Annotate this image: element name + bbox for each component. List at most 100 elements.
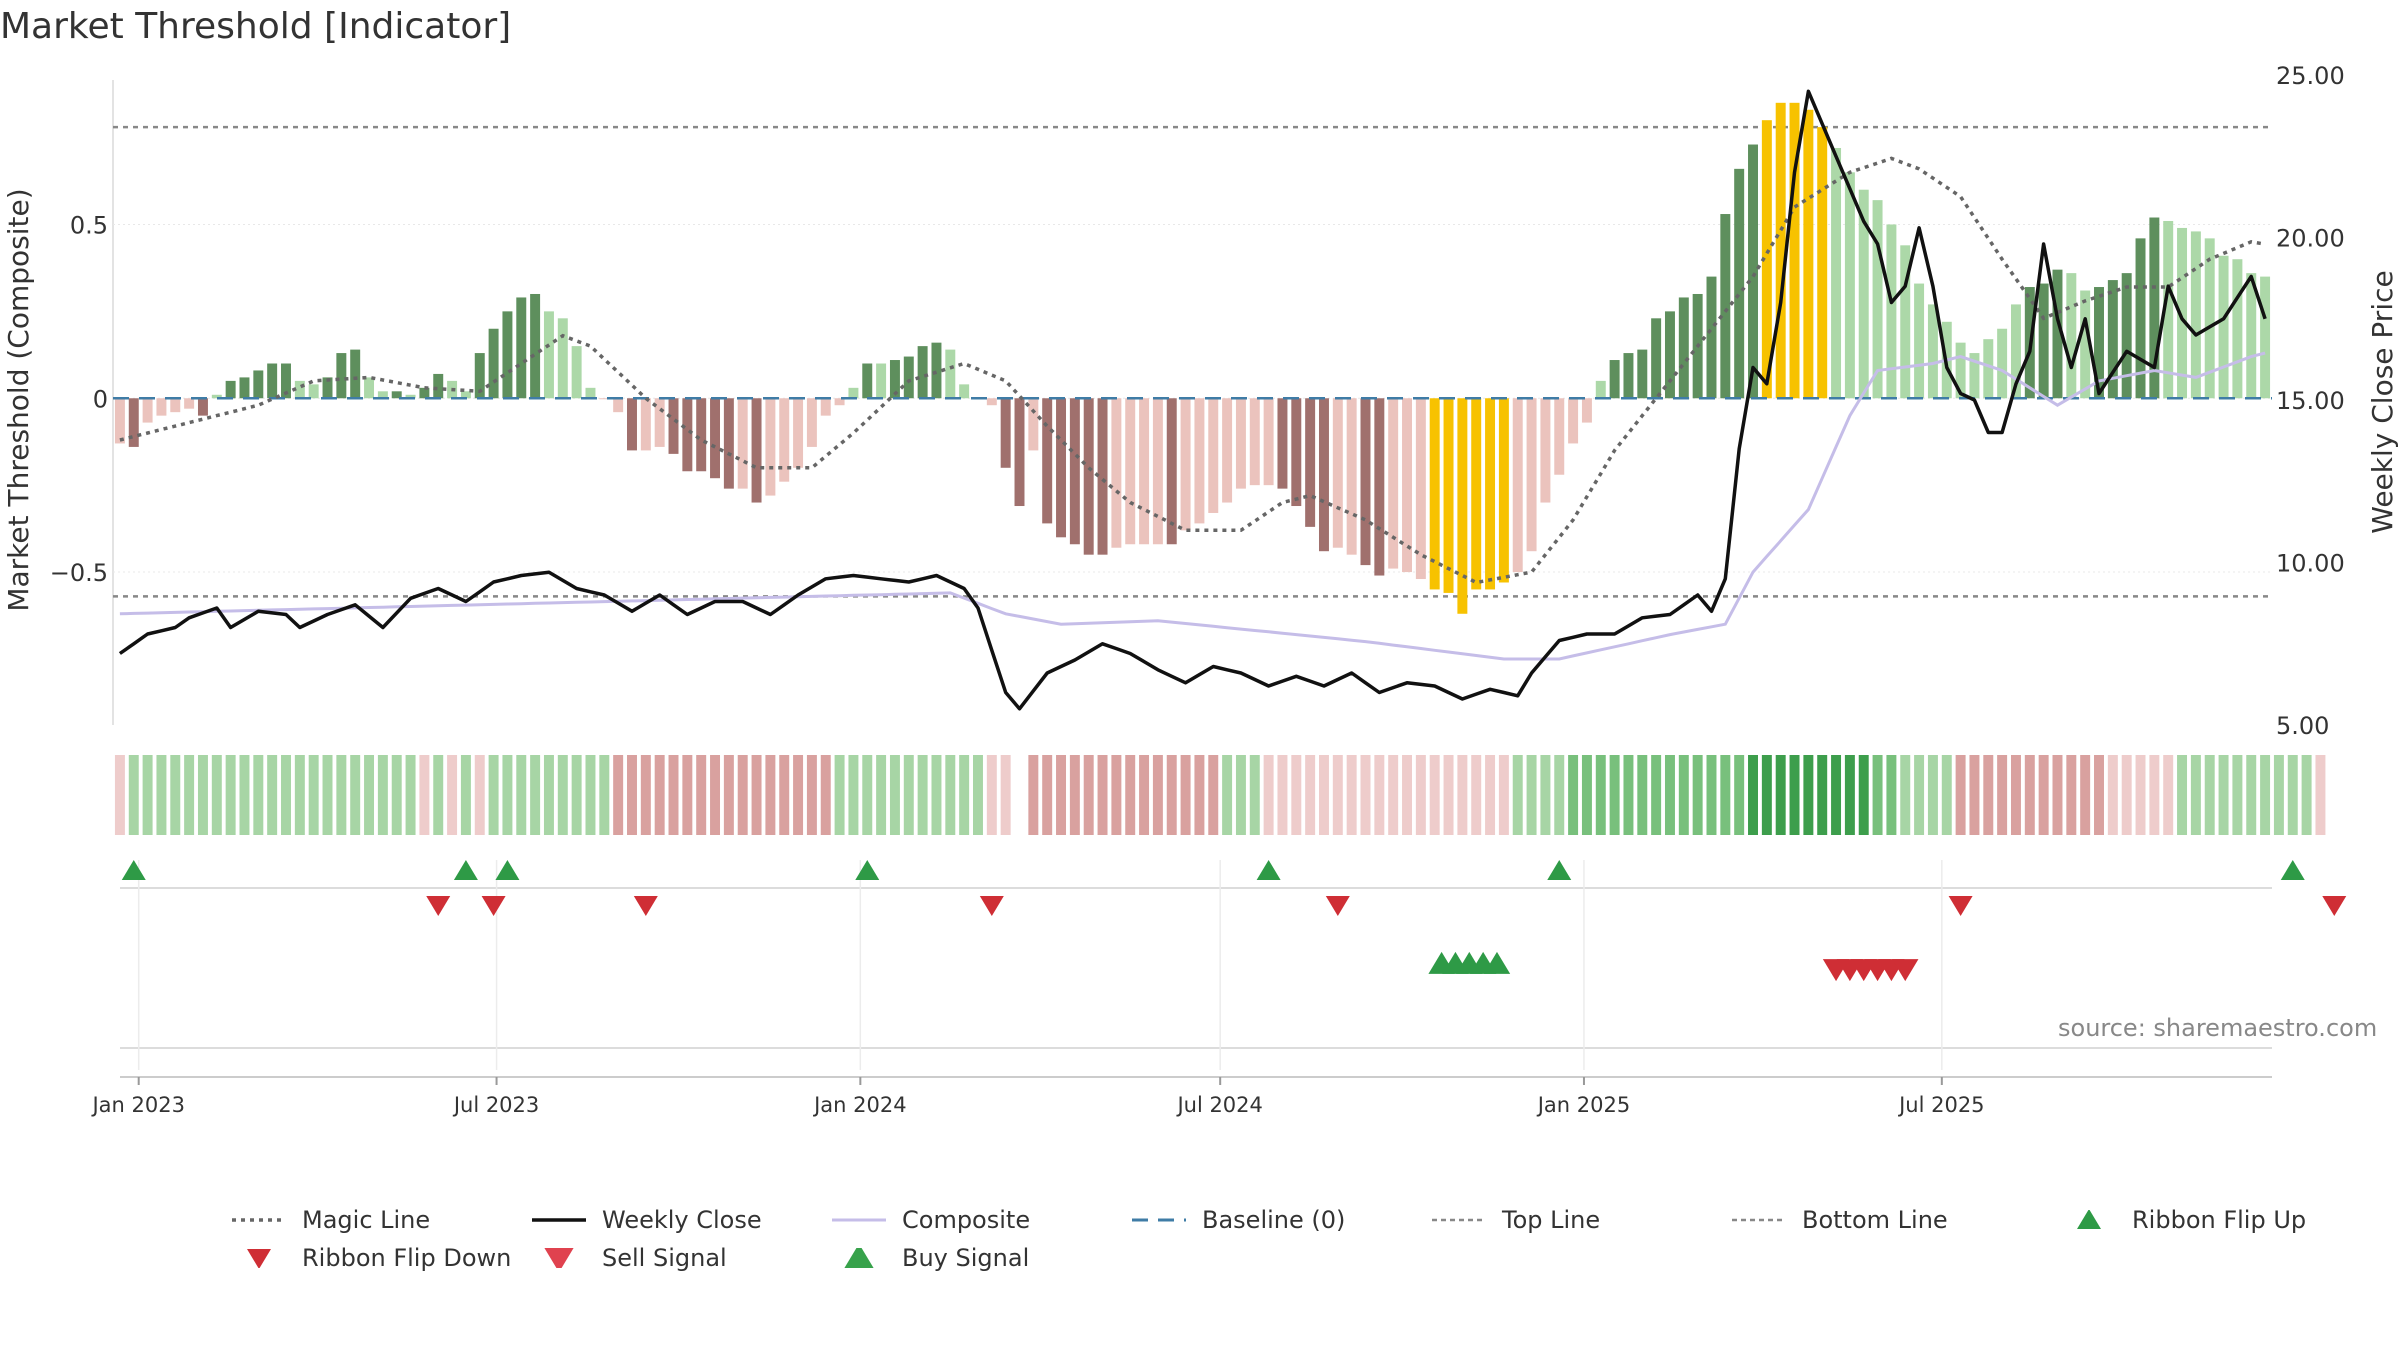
ribbon-cell (1402, 755, 1412, 835)
ribbon-cell (1983, 755, 1994, 835)
composite-bar (1983, 339, 1994, 399)
composite-bar (1457, 398, 1468, 614)
ribbon-cell (253, 755, 264, 835)
legend-label: Bottom Line (1802, 1206, 1948, 1234)
ribbon-cell (405, 755, 416, 835)
ribbon-cell (1263, 755, 1274, 835)
ribbon-cell (1249, 755, 1260, 835)
ribbon-cell (1997, 755, 2008, 835)
composite-bar (1069, 398, 1080, 545)
composite-bar (1139, 398, 1150, 545)
ribbon-cell (1914, 755, 1925, 835)
composite-bar (1042, 398, 1053, 524)
ribbon-cell (640, 755, 651, 835)
grid-layer (112, 80, 2272, 1078)
ribbon-cell (1761, 755, 1772, 835)
composite-bar (2010, 304, 2021, 399)
composite-bar (1443, 398, 1454, 593)
composite-bar (889, 360, 900, 399)
ribbon-cell (889, 755, 900, 835)
composite-bar (211, 394, 222, 399)
composite-bar (1609, 360, 1620, 399)
legend-item-close: Weekly Close (530, 1206, 762, 1234)
composite-bar (267, 363, 278, 399)
ribbon-cell (1568, 755, 1579, 835)
x-tick-label: Jul 2025 (1897, 1093, 1984, 1117)
ribbon-cell (917, 755, 928, 835)
composite-bar (197, 398, 208, 416)
ribbon-cell (225, 755, 236, 835)
composite-bar (710, 398, 721, 479)
composite-bar (751, 398, 762, 503)
composite-bar (959, 384, 970, 399)
composite-bar (1429, 398, 1440, 590)
composite-bar (170, 398, 181, 413)
ribbon-cell (1152, 755, 1163, 835)
ribbon-cell (281, 755, 291, 835)
ribbon-cell (2163, 755, 2174, 835)
ribbon-cell (1111, 755, 1122, 835)
composite-bar (682, 398, 693, 472)
ribbon-cell (793, 755, 804, 835)
ribbon-cell (460, 755, 471, 835)
ribbon-cell (543, 755, 554, 835)
ribbon-flip-up-marker (855, 860, 880, 880)
composite-bar (322, 377, 333, 399)
ribbon-cell (1305, 755, 1316, 835)
ribbon-cell (1651, 755, 1662, 835)
ribbon-cell (1125, 755, 1136, 835)
ribbon-cell (1291, 755, 1302, 835)
composite-bar (1208, 398, 1219, 513)
ribbon-cell (433, 755, 444, 835)
ribbon-cell (1277, 755, 1288, 835)
composite-bar (1997, 328, 2008, 399)
ribbon-cell (1346, 755, 1357, 835)
composite-bar (543, 311, 554, 399)
legend-swatch-composite-icon (832, 1218, 886, 1222)
ribbon-cell (986, 755, 997, 835)
legend-item-flip_up: Ribbon Flip Up (2060, 1206, 2306, 1234)
composite-bar (1388, 398, 1399, 569)
ribbon-cell (903, 755, 914, 835)
composite-bar (1526, 398, 1537, 552)
composite-bar (1152, 398, 1163, 545)
composite-bar (1180, 398, 1191, 531)
ribbon-cell (1014, 755, 1025, 835)
ribbon-cell (350, 755, 361, 835)
ribbon-flip-down-marker (481, 896, 506, 916)
legend-swatch-threshold-icon (1732, 1218, 1786, 1222)
composite-bar (2094, 287, 2104, 399)
legend-swatch-sell-icon (544, 1248, 574, 1268)
composite-bar (876, 363, 887, 399)
composite-bar (1097, 398, 1108, 555)
ribbon-cell (474, 755, 485, 835)
ribbon-cell (2315, 755, 2326, 835)
chart-title: Market Threshold [Indicator] (0, 6, 512, 47)
ribbon-cell (1443, 755, 1454, 835)
ribbon-flip-up-marker (495, 860, 520, 880)
ribbon-cell (211, 755, 222, 835)
legend-label: Weekly Close (602, 1206, 762, 1234)
composite-bar (1540, 398, 1551, 503)
y-axis-label: Market Threshold (Composite) (2, 188, 35, 611)
ribbon-cell (1941, 755, 1952, 835)
composite-bar (2190, 231, 2201, 399)
composite-bar (2066, 273, 2077, 399)
composite-bar (1125, 398, 1136, 545)
ribbon-cell (668, 755, 679, 835)
lines-layer (113, 89, 2272, 711)
legend-label: Top Line (1502, 1206, 1601, 1234)
ribbon-cell (696, 755, 707, 835)
composite-bar (1291, 398, 1302, 507)
composite-bar (2121, 273, 2132, 399)
ribbon-cell (294, 755, 305, 835)
ribbon-cell (1637, 755, 1648, 835)
composite-bar (530, 293, 541, 399)
composite-bar (405, 394, 416, 399)
composite-bar (1360, 398, 1371, 566)
ribbon-cell (1388, 755, 1399, 835)
composite-bar (820, 398, 831, 416)
composite-bar (294, 380, 305, 399)
ribbon-flip-down-marker (1325, 896, 1350, 916)
composite-bar (1318, 398, 1329, 552)
